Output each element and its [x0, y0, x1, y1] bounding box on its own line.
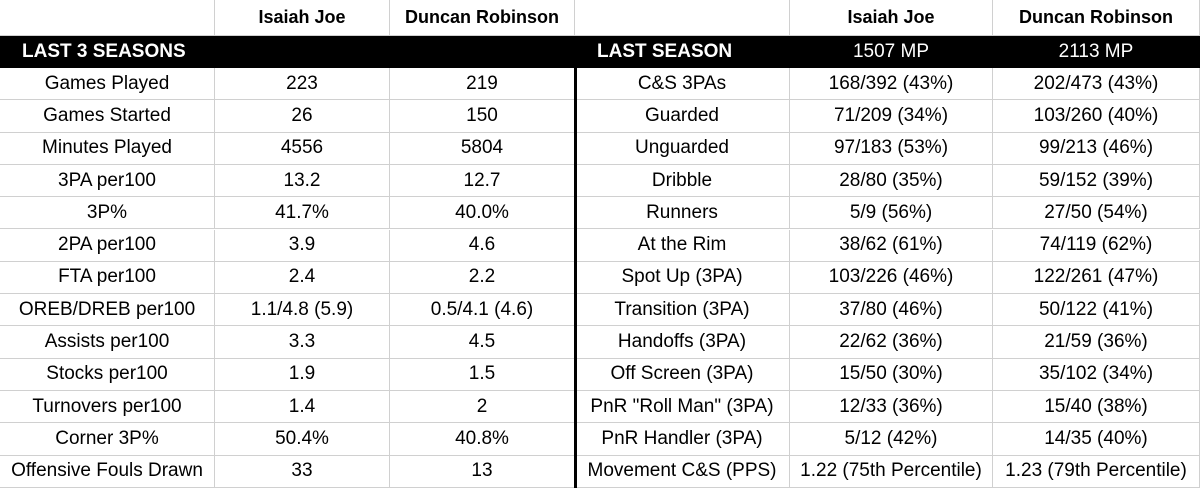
stat-value: 4.5	[390, 326, 575, 359]
row-label: Runners	[575, 197, 790, 230]
stat-value: 103/226 (46%)	[790, 261, 993, 295]
stat-value: 33	[215, 455, 390, 488]
stat-value: 1.9	[215, 358, 390, 391]
stat-value: 122/261 (47%)	[993, 261, 1200, 295]
stat-value: 27/50 (54%)	[993, 197, 1200, 230]
row-label: 3P%	[0, 197, 215, 230]
stat-value: 22/62 (36%)	[790, 326, 993, 359]
stat-value: 2.4	[215, 261, 390, 295]
row-label: Off Screen (3PA)	[575, 358, 790, 391]
stat-value: 223	[215, 68, 390, 101]
row-label: C&S 3PAs	[575, 68, 790, 101]
stat-value: 0.5/4.1 (4.6)	[390, 294, 575, 327]
section-title: LAST SEASON	[575, 36, 790, 69]
stat-value: 202/473 (43%)	[993, 68, 1200, 101]
row-label: Spot Up (3PA)	[575, 261, 790, 295]
stat-value: 168/392 (43%)	[790, 68, 993, 101]
stat-value: 219	[390, 68, 575, 101]
stat-value: 74/119 (62%)	[993, 229, 1200, 262]
column-header: Duncan Robinson	[993, 0, 1200, 36]
stat-value: 1.22 (75th Percentile)	[790, 455, 993, 488]
row-label: Guarded	[575, 100, 790, 133]
stat-value: 5804	[390, 132, 575, 165]
stat-value: 5/9 (56%)	[790, 197, 993, 230]
stat-value: 3.3	[215, 326, 390, 359]
stat-value: 3.9	[215, 229, 390, 262]
stat-value: 1.4	[215, 391, 390, 424]
row-label: 3PA per100	[0, 164, 215, 198]
section-cell	[390, 36, 575, 69]
row-label: PnR "Roll Man" (3PA)	[575, 391, 790, 424]
row-label: Movement C&S (PPS)	[575, 455, 790, 488]
stat-value: 12.7	[390, 164, 575, 198]
minutes-played: 2113 MP	[993, 36, 1200, 69]
section-divider	[574, 36, 577, 488]
row-label: Unguarded	[575, 132, 790, 165]
stat-value: 97/183 (53%)	[790, 132, 993, 165]
row-label: Turnovers per100	[0, 391, 215, 424]
stat-value: 1.1/4.8 (5.9)	[215, 294, 390, 327]
stat-value: 14/35 (40%)	[993, 423, 1200, 456]
stat-value: 13	[390, 455, 575, 488]
stat-value: 4556	[215, 132, 390, 165]
stat-value: 50.4%	[215, 423, 390, 456]
row-label: Minutes Played	[0, 132, 215, 165]
row-label: At the Rim	[575, 229, 790, 262]
stat-value: 26	[215, 100, 390, 133]
stat-value: 103/260 (40%)	[993, 100, 1200, 133]
stat-value: 40.8%	[390, 423, 575, 456]
stat-value: 40.0%	[390, 197, 575, 230]
row-label: Stocks per100	[0, 358, 215, 391]
column-header: Duncan Robinson	[390, 0, 575, 36]
stat-value: 5/12 (42%)	[790, 423, 993, 456]
row-label: FTA per100	[0, 261, 215, 295]
stat-value: 1.23 (79th Percentile)	[993, 455, 1200, 488]
row-label: Corner 3P%	[0, 423, 215, 456]
stat-value: 50/122 (41%)	[993, 294, 1200, 327]
section-title: LAST 3 SEASONS	[0, 36, 215, 69]
stat-value: 37/80 (46%)	[790, 294, 993, 327]
section-cell	[215, 36, 390, 69]
row-label: Dribble	[575, 164, 790, 198]
stat-value: 15/40 (38%)	[993, 391, 1200, 424]
row-label: Transition (3PA)	[575, 294, 790, 327]
stat-value: 28/80 (35%)	[790, 164, 993, 198]
stat-value: 13.2	[215, 164, 390, 198]
stat-value: 2.2	[390, 261, 575, 295]
stat-value: 1.5	[390, 358, 575, 391]
minutes-played: 1507 MP	[790, 36, 993, 69]
row-label: Assists per100	[0, 326, 215, 359]
stat-value: 99/213 (46%)	[993, 132, 1200, 165]
row-label: PnR Handler (3PA)	[575, 423, 790, 456]
header-cell	[0, 0, 215, 36]
stat-value: 150	[390, 100, 575, 133]
stat-value: 21/59 (36%)	[993, 326, 1200, 359]
row-label: OREB/DREB per100	[0, 294, 215, 327]
row-label: Games Played	[0, 68, 215, 101]
stat-value: 71/209 (34%)	[790, 100, 993, 133]
stat-value: 12/33 (36%)	[790, 391, 993, 424]
stat-value: 2	[390, 391, 575, 424]
stat-value: 38/62 (61%)	[790, 229, 993, 262]
stat-value: 59/152 (39%)	[993, 164, 1200, 198]
stat-value: 41.7%	[215, 197, 390, 230]
row-label: Games Started	[0, 100, 215, 133]
row-label: Handoffs (3PA)	[575, 326, 790, 359]
stat-value: 35/102 (34%)	[993, 358, 1200, 391]
row-label: 2PA per100	[0, 229, 215, 262]
stat-value: 4.6	[390, 229, 575, 262]
stat-value: 15/50 (30%)	[790, 358, 993, 391]
column-header: Isaiah Joe	[215, 0, 390, 36]
row-label: Offensive Fouls Drawn	[0, 455, 215, 488]
column-header: Isaiah Joe	[790, 0, 993, 36]
header-cell	[575, 0, 790, 36]
